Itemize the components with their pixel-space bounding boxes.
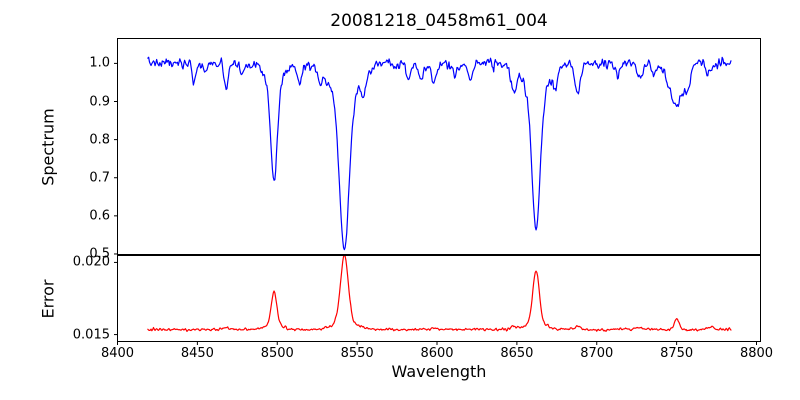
spectrum-curve: [147, 56, 732, 251]
x-axis-label: Wavelength: [391, 362, 487, 381]
spectrum-axis-label: Spectrum: [38, 108, 58, 186]
y-tick-label: 0.6: [89, 208, 110, 224]
y-tick-label: 0.015: [72, 327, 110, 343]
x-tick-label: 8650: [500, 346, 534, 361]
x-tick-label: 8500: [260, 346, 294, 361]
y-tick-label: 0.5: [89, 246, 110, 262]
y-tick-label: 0.9: [89, 94, 110, 109]
spectrum-panel-frame: [117, 38, 761, 255]
x-tick-label: 8550: [340, 346, 374, 361]
data-curves: [147, 56, 732, 333]
x-tick-label: 8750: [660, 346, 694, 361]
axes-frames: [117, 38, 761, 342]
x-tick-label: 8400: [100, 346, 135, 361]
plot-title: 20081218_0458m61_004: [330, 11, 548, 31]
tick-marks: [114, 62, 758, 345]
x-tick-label: 8700: [580, 346, 614, 361]
x-tick-label: 8450: [180, 346, 214, 361]
y-tick-label: 0.7: [89, 170, 110, 186]
y-tick-label: 0.020: [72, 254, 110, 270]
error-panel-frame: [117, 255, 761, 342]
y-tick-label: 0.8: [89, 132, 110, 148]
error-curve: [147, 254, 732, 333]
y-tick-label: 1.0: [89, 55, 110, 71]
error-axis-label: Error: [38, 279, 58, 319]
x-tick-label: 8600: [420, 346, 454, 361]
x-tick-label: 8800: [739, 346, 774, 361]
